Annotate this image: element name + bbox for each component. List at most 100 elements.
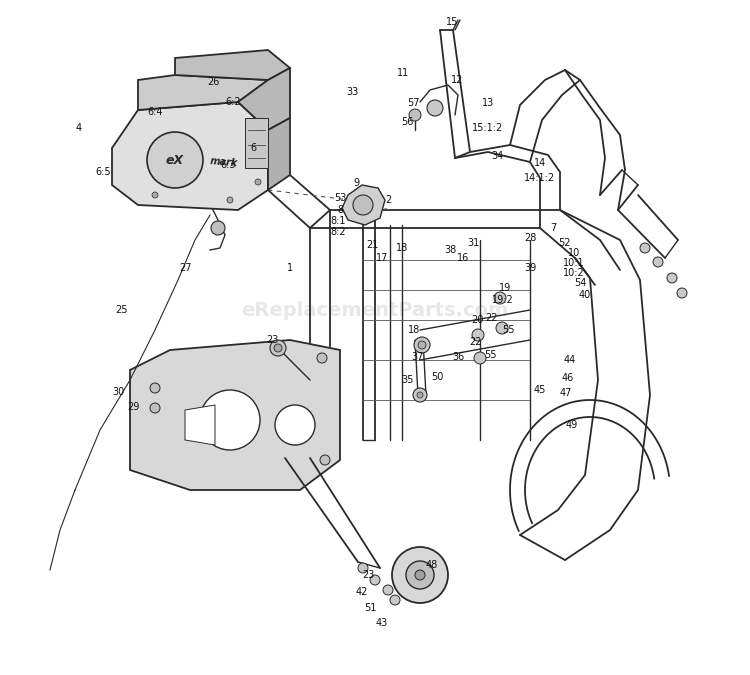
Circle shape (667, 273, 677, 283)
Polygon shape (175, 50, 290, 80)
Text: 2: 2 (385, 195, 392, 205)
Text: 51: 51 (364, 603, 376, 613)
Text: 14:1:2: 14:1:2 (524, 173, 556, 183)
Circle shape (353, 195, 373, 215)
Circle shape (474, 352, 486, 364)
Polygon shape (342, 185, 385, 225)
Text: 36: 36 (452, 352, 464, 362)
Text: 45: 45 (534, 385, 546, 395)
Text: 55: 55 (502, 325, 515, 335)
Text: 30: 30 (112, 387, 125, 397)
Text: 47: 47 (560, 388, 572, 398)
Text: 52: 52 (558, 238, 570, 248)
Text: 22: 22 (486, 313, 498, 323)
Text: 7: 7 (550, 223, 556, 233)
Text: 23: 23 (362, 570, 374, 580)
Text: 28: 28 (524, 233, 536, 243)
Text: 56: 56 (400, 117, 413, 127)
Circle shape (472, 329, 484, 341)
Polygon shape (238, 68, 290, 130)
Text: 25: 25 (116, 305, 128, 315)
Text: 31: 31 (466, 238, 479, 248)
Polygon shape (112, 102, 268, 210)
Text: 42: 42 (356, 587, 368, 597)
Text: 18: 18 (408, 325, 420, 335)
Text: 21: 21 (366, 240, 378, 250)
Circle shape (200, 390, 260, 450)
Circle shape (413, 388, 427, 402)
Text: eX: eX (166, 153, 184, 167)
Text: 6:2: 6:2 (225, 97, 241, 107)
Text: 20: 20 (471, 315, 483, 325)
Text: 16: 16 (457, 253, 470, 263)
Circle shape (392, 547, 448, 603)
Text: 19:2: 19:2 (492, 295, 514, 305)
Circle shape (383, 585, 393, 595)
Circle shape (390, 595, 400, 605)
Circle shape (150, 403, 160, 413)
Circle shape (640, 243, 650, 253)
Text: 17: 17 (376, 253, 388, 263)
Text: 23: 23 (266, 335, 278, 345)
Circle shape (494, 292, 506, 304)
Text: 6:5: 6:5 (95, 167, 111, 177)
Text: 9: 9 (353, 178, 359, 188)
Text: 38: 38 (444, 245, 456, 255)
Text: 29: 29 (127, 402, 140, 412)
Polygon shape (268, 118, 290, 190)
Circle shape (653, 257, 663, 267)
Text: 39: 39 (524, 263, 536, 273)
Text: 43: 43 (376, 618, 388, 628)
Circle shape (274, 344, 282, 352)
Text: 8: 8 (337, 205, 343, 215)
Text: 10: 10 (568, 248, 580, 258)
Text: 8:1: 8:1 (330, 216, 346, 226)
Text: 19: 19 (499, 283, 512, 293)
Text: 57: 57 (406, 98, 419, 108)
Text: 49: 49 (566, 420, 578, 430)
Text: 6:4: 6:4 (147, 107, 163, 117)
Circle shape (418, 341, 426, 349)
Text: 40: 40 (579, 290, 591, 300)
Circle shape (358, 563, 368, 573)
Circle shape (317, 353, 327, 363)
Text: 6: 6 (250, 143, 256, 153)
Circle shape (270, 340, 286, 356)
Text: 55: 55 (484, 350, 496, 360)
Text: mark: mark (210, 156, 238, 168)
Text: 14: 14 (534, 158, 546, 168)
Text: 33: 33 (346, 87, 358, 97)
Text: 27: 27 (178, 263, 191, 273)
Circle shape (415, 570, 425, 580)
Text: 8:2: 8:2 (330, 227, 346, 237)
Text: 50: 50 (430, 372, 443, 382)
Circle shape (152, 192, 158, 198)
Text: 15: 15 (446, 17, 458, 27)
Text: 26: 26 (207, 77, 219, 87)
Text: 1: 1 (287, 263, 293, 273)
Text: 6:3: 6:3 (220, 160, 236, 170)
Text: 34: 34 (490, 151, 503, 161)
Circle shape (255, 179, 261, 185)
Polygon shape (245, 118, 268, 168)
Circle shape (150, 383, 160, 393)
Circle shape (406, 561, 434, 589)
Text: 13: 13 (482, 98, 494, 108)
Text: 54: 54 (574, 278, 586, 288)
Text: 10:2: 10:2 (563, 268, 585, 278)
Circle shape (147, 132, 203, 188)
Text: 37: 37 (412, 352, 424, 362)
Text: 22: 22 (469, 337, 482, 347)
Text: 46: 46 (562, 373, 574, 383)
Text: 15:1:2: 15:1:2 (472, 123, 504, 133)
Text: 18: 18 (396, 243, 408, 253)
Text: 53: 53 (334, 193, 346, 203)
Text: 48: 48 (426, 560, 438, 570)
Polygon shape (130, 340, 340, 490)
Circle shape (227, 197, 233, 203)
Circle shape (320, 455, 330, 465)
Circle shape (496, 322, 508, 334)
Text: 4: 4 (76, 123, 82, 133)
Circle shape (409, 109, 421, 121)
Text: 11: 11 (397, 68, 410, 78)
